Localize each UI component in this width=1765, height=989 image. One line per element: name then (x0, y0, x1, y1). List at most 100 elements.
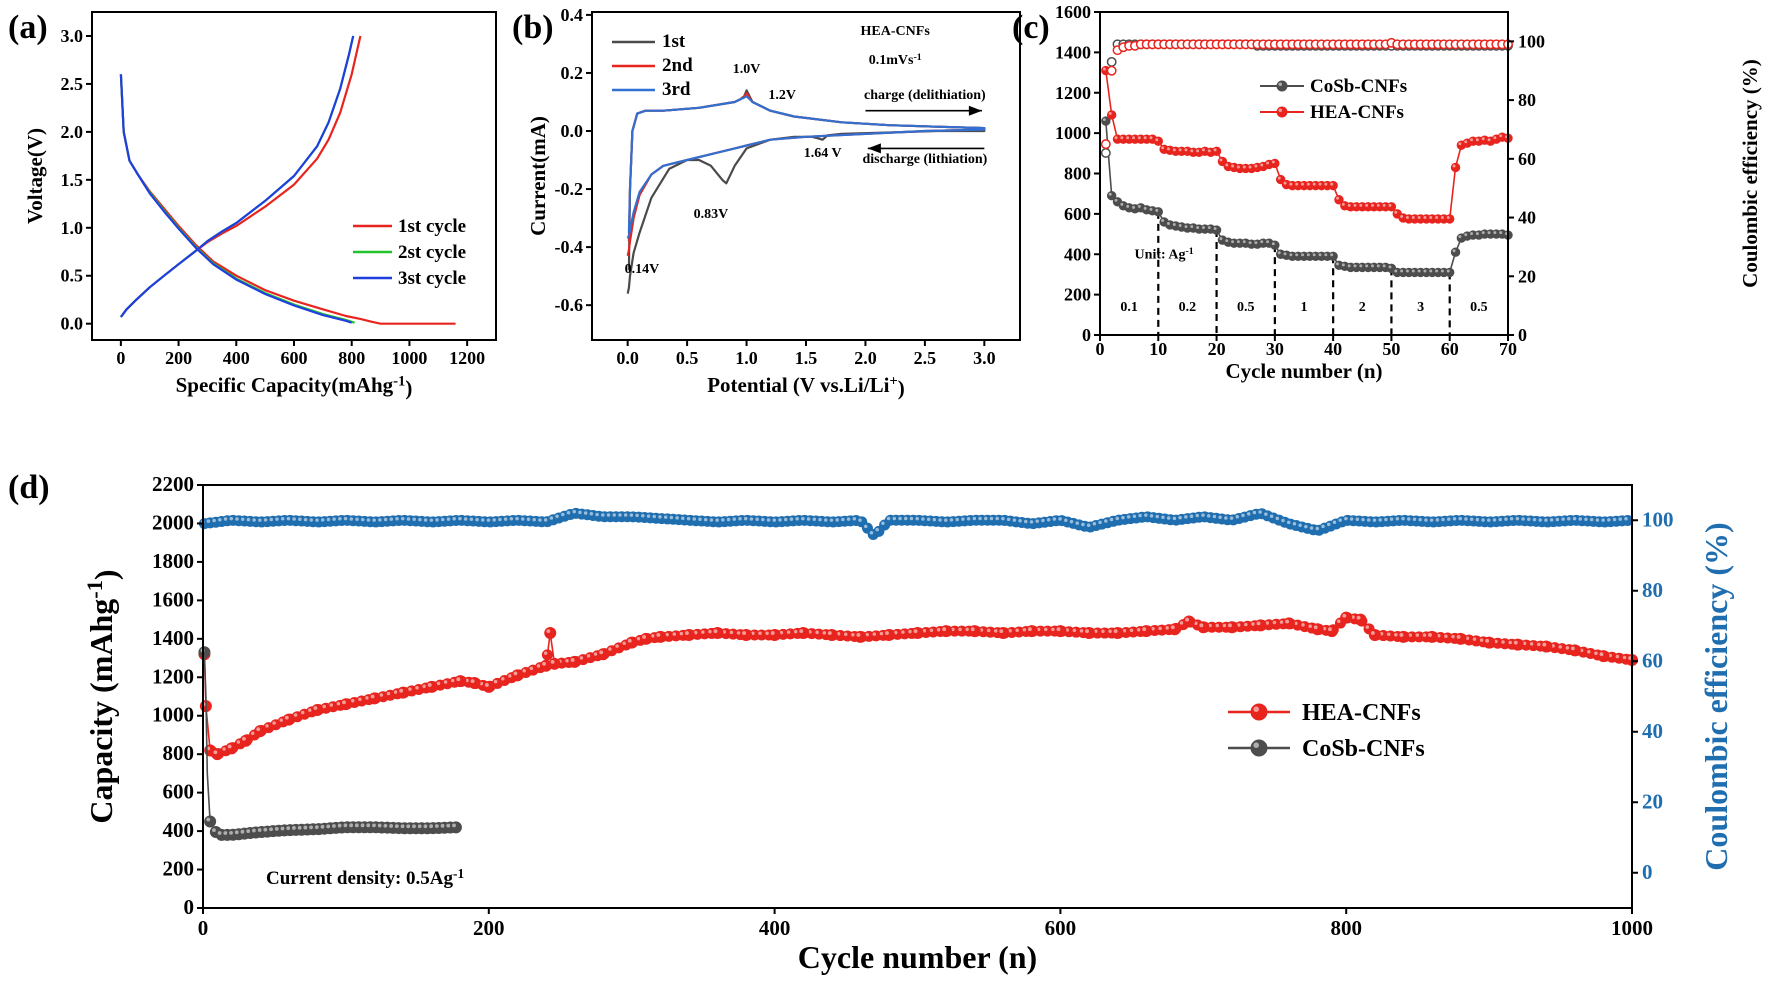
panel-d-hea-point-shine (1279, 620, 1284, 624)
panel-c-xtick-label: 40 (1324, 339, 1342, 359)
panel-c-capacity-point-shine (1440, 215, 1444, 219)
panel-d-hea-sample-point (339, 698, 352, 711)
panel-d-hea-sample-point-shine (470, 679, 475, 684)
panel-d-efficiency-point-shine (549, 516, 554, 520)
panel-c-capacity-point-shine (1126, 204, 1130, 208)
panel-d-efficiency-point-shine (1584, 517, 1588, 522)
panel-d-efficiency-point-shine (503, 517, 508, 521)
panel-d-hea-sample-point (740, 628, 753, 641)
panel-c-capacity-point-shine (1155, 208, 1159, 212)
panel-d-efficiency-point-shine (1475, 517, 1480, 522)
panel-a-ytick-label: 0.5 (61, 266, 84, 286)
panel-d-hea-point-shine (1136, 628, 1141, 632)
panel-d-efficiency-point-shine (1275, 516, 1280, 521)
panel-c-xtick-label: 20 (1208, 339, 1226, 359)
panel-c-capacity-point-shine (1336, 262, 1339, 266)
panel-d-efficiency-point-shine (921, 517, 925, 521)
panel-c-efficiency-point (1106, 56, 1117, 67)
panel-c-capacity-point-shine (1470, 138, 1474, 142)
panel-d-hea-point-shine (1587, 650, 1591, 654)
panel-b-xlabel-sup: + (889, 373, 897, 389)
panel-d-efficiency-point-shine (1355, 517, 1360, 522)
panel-c-frame (1099, 11, 1509, 336)
panel-d-hea-sample-point (940, 625, 953, 638)
panel-d-efficiency-point-shine (972, 516, 977, 521)
panel-b-label: (b) (512, 9, 554, 46)
panel-d-cosb-point-shine (354, 823, 359, 828)
panel-d-cosb-point-shine (349, 823, 354, 828)
panel-d-hea-sample-point-shine (313, 706, 318, 710)
panel-d-hea-sample-point (1368, 628, 1381, 641)
panel-d-efficiency-point-shine (521, 517, 525, 521)
panel-d-efficiency-point-shine (778, 518, 782, 522)
panel-c-unit-label: Unit: Ag-1 (1135, 246, 1194, 262)
panel-d-cosb-point-shine (292, 826, 296, 830)
panel-a-ytick-label: 2.5 (61, 74, 84, 94)
panel-c-legend-marker-shine (1278, 82, 1282, 86)
panel-c-capacity-point-shine (1446, 215, 1450, 219)
panel-d-efficiency-point-shine (1246, 512, 1251, 516)
panel-d-hea-sample-point (568, 655, 581, 668)
panel-d-label: (d) (8, 469, 50, 506)
panel-d-efficiency-point-shine (383, 517, 388, 522)
panel-d-cosb-point-shine (320, 824, 325, 829)
panel-d-cosb-point-shine (223, 831, 228, 835)
panel-d-annotation-sup: -1 (453, 866, 464, 881)
panel-d-hea-sample-point-shine (570, 658, 575, 662)
panel-c-capacity-point-shine (1260, 240, 1264, 244)
panel-d-efficiency-point-shine (492, 518, 496, 522)
panel-d-xtick-label: 400 (759, 916, 791, 940)
panel-c-capacity-point-shine (1405, 269, 1409, 273)
panel-d-efficiency-point-shine (1572, 516, 1577, 521)
panel-d-efficiency-point-shine (1201, 513, 1205, 517)
panel-d-efficiency-point-shine (738, 517, 742, 521)
panel-d-efficiency-point-shine (315, 518, 319, 522)
panel-d-efficiency-point-shine (229, 516, 234, 521)
panel-d-hea-sample-point-shine (1399, 633, 1404, 637)
panel-d-ytick-right-label: 0 (1642, 860, 1653, 884)
panel-c-rate-label: 0.1 (1120, 300, 1138, 315)
panel-a-series-2-segment-1 (120, 35, 355, 318)
panel-c-capacity-point (1270, 240, 1280, 250)
panel-d-cosb-point-shine (383, 823, 388, 828)
panel-d-efficiency-point-shine (303, 517, 308, 522)
panel-d-efficiency-point-shine (1109, 517, 1114, 522)
panel-d-hea-sample-point-shine (999, 629, 1004, 634)
panel-d-hea-point-shine (451, 678, 455, 683)
panel-d-hea-point-shine (1265, 621, 1270, 625)
panel-d-efficiency-point-shine (1372, 518, 1377, 522)
panel-a-ylabel: Voltage(V) (23, 128, 47, 224)
panel-c-capacity-point-shine (1201, 226, 1205, 230)
panel-d-efficiency-point-shine (1218, 515, 1222, 520)
panel-d-efficiency-point-shine (618, 513, 622, 517)
panel-c-capacity-point-shine (1330, 253, 1334, 257)
panel-d-efficiency-point-shine (1166, 516, 1171, 520)
panel-a-xtick-label: 200 (165, 348, 192, 368)
panel-d-hea-sample-point-shine (550, 659, 555, 664)
panel-c-capacity-point-shine (1172, 148, 1176, 152)
panel-d-ytick-label: 200 (163, 857, 195, 881)
panel-b-annotation-3: 1.2V (768, 88, 796, 103)
panel-d-efficiency-point-shine (286, 516, 291, 521)
panel-d-efficiency-point-shine (761, 517, 765, 522)
panel-d-cosb-point-shine (446, 823, 451, 828)
panel-c-capacity-point-shine (1207, 226, 1211, 230)
panel-d-hea-point-shine (751, 631, 755, 635)
panel-d-cosb-point-shine (389, 824, 394, 828)
panel-d-efficiency-point-shine (984, 516, 988, 521)
panel-d-ytick-label: 1200 (152, 664, 194, 688)
panel-a-legend-label: 2st cycle (398, 242, 466, 263)
panel-c-capacity-point-shine (1423, 269, 1427, 273)
panel-d-hea-sample-point (1597, 650, 1610, 663)
panel-c-capacity-point-shine (1324, 253, 1328, 257)
panel-c-capacity-point-shine (1411, 215, 1415, 219)
panel-d-cosb-point-shine (234, 830, 239, 835)
panel-d-efficiency-point-shine (1452, 517, 1457, 521)
panel-d-hea-point-shine (679, 631, 684, 636)
panel-c-capacity-point-shine (1277, 176, 1281, 180)
panel-d-efficiency-point-shine (1601, 518, 1605, 522)
panel-d-legend-label: HEA-CNFs (1302, 700, 1421, 726)
panel-b-frame (591, 11, 1021, 341)
panel-c-capacity-point-shine (1295, 253, 1299, 257)
panel-d-efficiency-point-shine (446, 517, 451, 521)
